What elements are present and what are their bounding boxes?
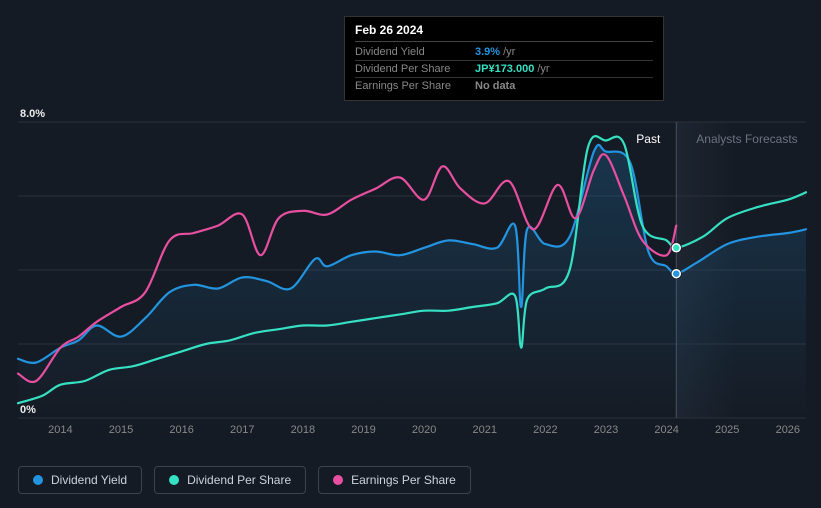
x-axis-label: 2020 [412, 424, 436, 436]
tooltip-row-unit: /yr [503, 46, 515, 58]
legend-item-dividend-per-share[interactable]: Dividend Per Share [154, 466, 306, 494]
x-axis-label: 2025 [715, 424, 739, 436]
tooltip-row-unit: /yr [537, 63, 549, 75]
tooltip-row: Earnings Per ShareNo data [355, 78, 653, 94]
x-axis-label: 2023 [594, 424, 618, 436]
legend-label: Earnings Per Share [351, 473, 456, 487]
x-axis-label: 2019 [351, 424, 375, 436]
legend-label: Dividend Per Share [187, 473, 291, 487]
region-forecast-label: Analysts Forecasts [696, 132, 797, 146]
legend-item-earnings-per-share[interactable]: Earnings Per Share [318, 466, 471, 494]
x-axis-label: 2014 [48, 424, 72, 436]
tooltip-date: Feb 26 2024 [355, 23, 653, 42]
x-axis-label: 2024 [654, 424, 678, 436]
y-axis-label: 8.0% [20, 108, 45, 120]
legend-label: Dividend Yield [51, 473, 127, 487]
tooltip-row-label: Dividend Yield [355, 46, 475, 58]
tooltip-row-value: 3.9% [475, 46, 500, 58]
x-axis-label: 2017 [230, 424, 254, 436]
tooltip-row-label: Dividend Per Share [355, 63, 475, 75]
tooltip-row: Dividend Yield3.9%/yr [355, 44, 653, 61]
legend-dot-icon [333, 475, 343, 485]
x-axis-label: 2026 [776, 424, 800, 436]
tooltip-row-value: No data [475, 80, 515, 92]
x-axis-label: 2018 [291, 424, 315, 436]
tooltip-row: Dividend Per ShareJP¥173.000/yr [355, 61, 653, 78]
tooltip-row-value: JP¥173.000 [475, 63, 534, 75]
y-axis-label: 0% [20, 404, 36, 416]
x-axis-label: 2016 [169, 424, 193, 436]
x-axis-label: 2021 [472, 424, 496, 436]
x-axis-label: 2015 [109, 424, 133, 436]
legend-dot-icon [33, 475, 43, 485]
tooltip-row-label: Earnings Per Share [355, 80, 475, 92]
region-past-label: Past [636, 132, 660, 146]
x-axis-label: 2022 [533, 424, 557, 436]
legend-item-dividend-yield[interactable]: Dividend Yield [18, 466, 142, 494]
legend-dot-icon [169, 475, 179, 485]
legend: Dividend Yield Dividend Per Share Earnings… [18, 466, 471, 494]
dividend-chart: Feb 26 2024 Dividend Yield3.9%/yrDividen… [0, 0, 821, 508]
chart-tooltip: Feb 26 2024 Dividend Yield3.9%/yrDividen… [344, 16, 664, 101]
